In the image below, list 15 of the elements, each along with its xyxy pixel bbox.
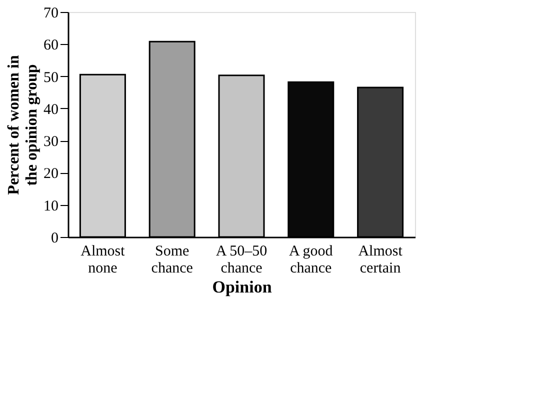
x-tick-label: A 50–50 chance: [216, 244, 268, 276]
y-tick-label: 60: [44, 38, 58, 54]
x-axis-title: Opinion: [212, 278, 272, 296]
y-tick-label: 40: [44, 102, 58, 118]
y-tick-label: 50: [44, 70, 58, 86]
x-tick-label: Almost certain: [358, 244, 404, 276]
y-tick-label: 0: [51, 230, 58, 246]
x-tick-label: Some chance: [151, 244, 194, 276]
y-tick-label: 10: [44, 198, 58, 214]
y-tick-label: 30: [44, 134, 58, 150]
y-tick-label: 70: [44, 6, 58, 22]
x-tick-label: Almost none: [80, 244, 126, 276]
y-tick-label: 20: [44, 166, 58, 182]
x-tick-label: A good chance: [289, 244, 334, 276]
y-axis-title: Percent of women in the opinion group: [6, 55, 40, 195]
